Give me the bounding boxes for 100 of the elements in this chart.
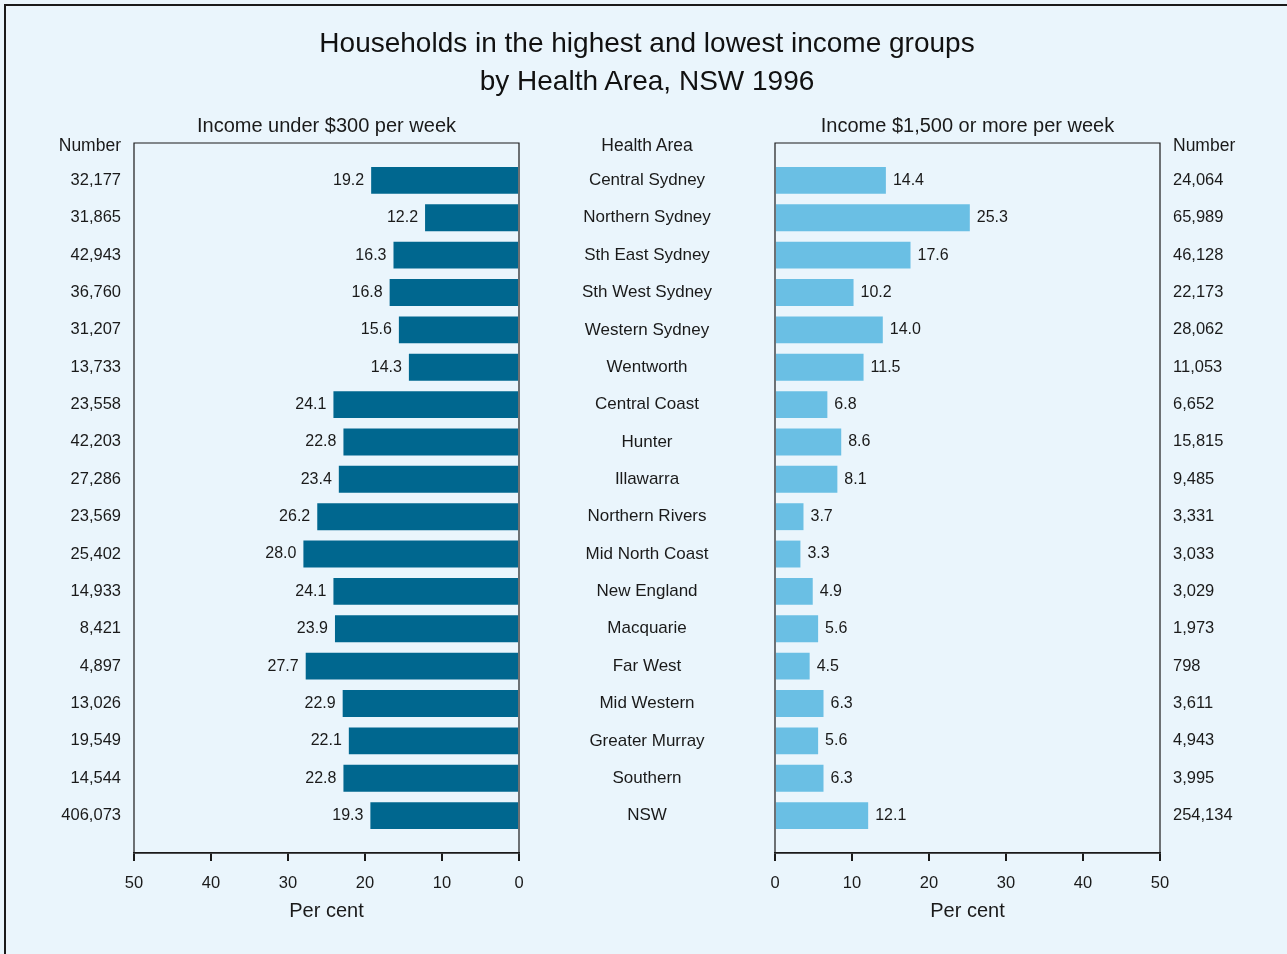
x-tick-label: 10 (432, 873, 452, 892)
data-label: 27.7 (267, 656, 299, 674)
text: 23,569 (70, 506, 121, 525)
y-tick-label: Central Sydney (588, 170, 706, 190)
bar (343, 428, 518, 456)
x-axis-title: Per cent (930, 898, 1006, 921)
text: 19,549 (70, 730, 121, 749)
y-tick-label: Greater Murray (589, 730, 706, 750)
data-label: 22.8 (305, 432, 337, 450)
data-label: 24.1 (295, 394, 327, 412)
data-label: 5.6 (825, 619, 848, 637)
y-tick-label: Northern Rivers (587, 506, 707, 526)
x-axis-title: Per cent (289, 898, 365, 921)
text: 24,064 (1173, 169, 1224, 188)
x-tick-label: 20 (919, 873, 939, 892)
data-label: 10.2 (860, 282, 892, 300)
y-tick-label: Sth East Sydney (584, 244, 711, 264)
x-tick-label: 40 (201, 873, 221, 892)
y-tick-label: Mid North Coast (585, 543, 709, 563)
data-label: 3.7 (810, 507, 833, 525)
data-label: 3.3 (807, 544, 830, 562)
text: Number (58, 134, 122, 155)
bar (776, 279, 854, 306)
text: 15,815 (1173, 431, 1224, 450)
x-tick-label: 30 (996, 873, 1016, 892)
bar (776, 652, 810, 680)
data-label: 6.8 (834, 394, 857, 412)
data-label: 23.9 (296, 619, 329, 637)
data-label: 14.0 (889, 320, 922, 338)
text: 42,203 (70, 431, 121, 450)
y-tick-label: Hunter (621, 431, 673, 451)
y-axis-title: Health Area (601, 134, 693, 155)
data-label: 25.3 (976, 208, 1009, 226)
bar (776, 391, 828, 419)
data-label: 22.9 (304, 693, 336, 711)
text: 3,331 (1173, 506, 1215, 525)
data-label: 8.1 (844, 469, 867, 487)
bar (425, 204, 518, 232)
text: 31,207 (70, 319, 121, 338)
y-tick-label: Southern (612, 767, 682, 787)
bar (305, 652, 518, 680)
text: 36,760 (70, 282, 121, 301)
bar (776, 615, 819, 643)
bar (776, 241, 911, 269)
data-label: 16.3 (355, 245, 387, 263)
bar (343, 764, 518, 792)
bar (776, 764, 824, 792)
text: 3,995 (1173, 767, 1215, 786)
data-label: 11.5 (870, 357, 901, 375)
y-tick-label: Western Sydney (584, 319, 710, 339)
data-label: 6.3 (830, 768, 853, 786)
bar (334, 615, 518, 643)
bar (776, 577, 813, 605)
bar (776, 204, 970, 232)
data-label: 5.6 (825, 731, 848, 749)
x-tick-label: 30 (278, 873, 298, 892)
bar (389, 279, 518, 306)
text: 31,865 (70, 207, 121, 226)
bar (342, 690, 518, 717)
text: 27,286 (70, 468, 121, 487)
text: 14,544 (70, 767, 121, 786)
data-label: 14.3 (370, 357, 402, 375)
data-label: 14.4 (892, 170, 925, 188)
text: 65,989 (1173, 207, 1224, 226)
text: 9,485 (1173, 468, 1215, 487)
data-label: 12.1 (875, 806, 907, 824)
text: 13,733 (70, 356, 121, 375)
bar (776, 316, 883, 344)
text: 254,134 (1173, 805, 1233, 824)
x-tick-label: 40 (1073, 873, 1093, 892)
bar (776, 540, 801, 568)
data-label: 22.1 (310, 731, 342, 749)
text: 8,421 (79, 618, 121, 637)
data-label: 15.6 (360, 320, 392, 338)
data-label: 26.2 (279, 507, 311, 525)
data-label: 28.0 (265, 544, 297, 562)
bar (370, 802, 518, 830)
text: 4,897 (79, 655, 121, 674)
y-tick-label: Mid Western (599, 693, 695, 713)
y-tick-label: Macquarie (607, 618, 687, 638)
bar (371, 166, 518, 194)
y-tick-label: NSW (627, 805, 667, 825)
bar (776, 428, 842, 456)
bar (776, 802, 869, 830)
text: 22,173 (1173, 282, 1224, 301)
data-label: 12.2 (386, 208, 419, 226)
text: 798 (1173, 655, 1201, 674)
bar (338, 465, 518, 493)
text: 11,053 (1173, 356, 1223, 375)
bar (776, 465, 838, 493)
bar (393, 241, 518, 269)
bar (776, 727, 819, 755)
data-label: 6.3 (830, 693, 853, 711)
data-label: 19.2 (333, 170, 365, 188)
y-tick-label: Illawarra (614, 469, 680, 488)
text: 28,062 (1173, 319, 1224, 338)
bar (776, 353, 864, 381)
text: 42,943 (70, 244, 121, 263)
data-label: 23.4 (300, 469, 332, 487)
y-tick-label: New England (596, 581, 698, 601)
